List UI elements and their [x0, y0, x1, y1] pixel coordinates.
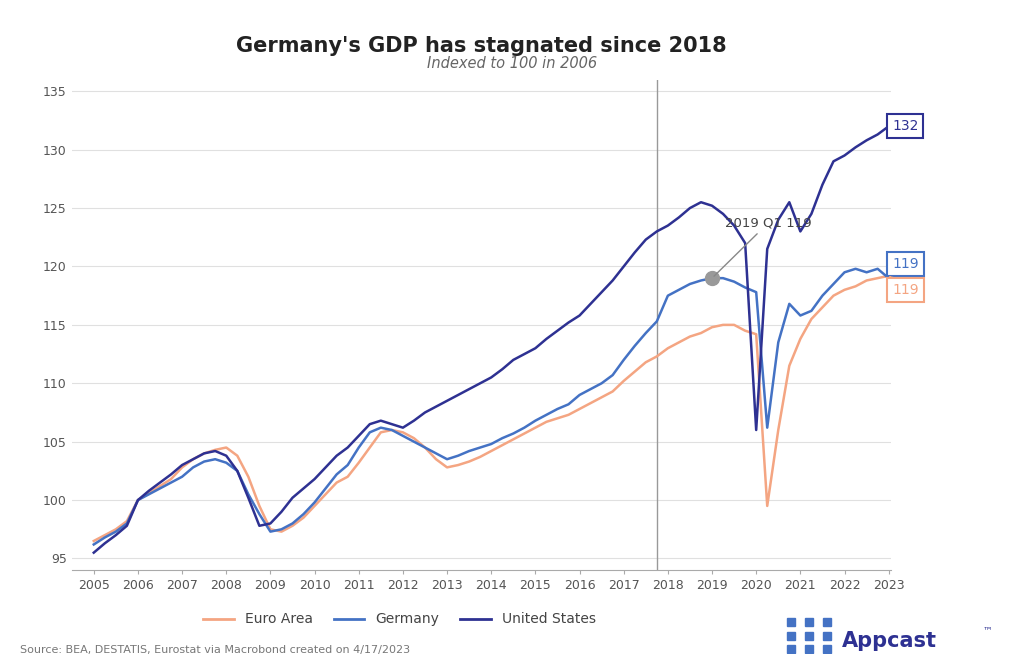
Text: 119: 119: [890, 257, 919, 277]
Title: Germany's GDP has stagnated since 2018: Germany's GDP has stagnated since 2018: [236, 36, 727, 56]
Text: 119: 119: [890, 276, 919, 297]
Legend: Euro Area, Germany, United States: Euro Area, Germany, United States: [198, 607, 601, 632]
Text: Indexed to 100 in 2006: Indexed to 100 in 2006: [427, 56, 597, 72]
Text: 2019 Q1 119: 2019 Q1 119: [714, 216, 812, 276]
Text: Source: BEA, DESTATIS, Eurostat via Macrobond created on 4/17/2023: Source: BEA, DESTATIS, Eurostat via Macr…: [20, 645, 411, 655]
Text: 132: 132: [892, 119, 919, 133]
Text: Appcast: Appcast: [842, 631, 937, 651]
Text: ™: ™: [983, 625, 993, 635]
